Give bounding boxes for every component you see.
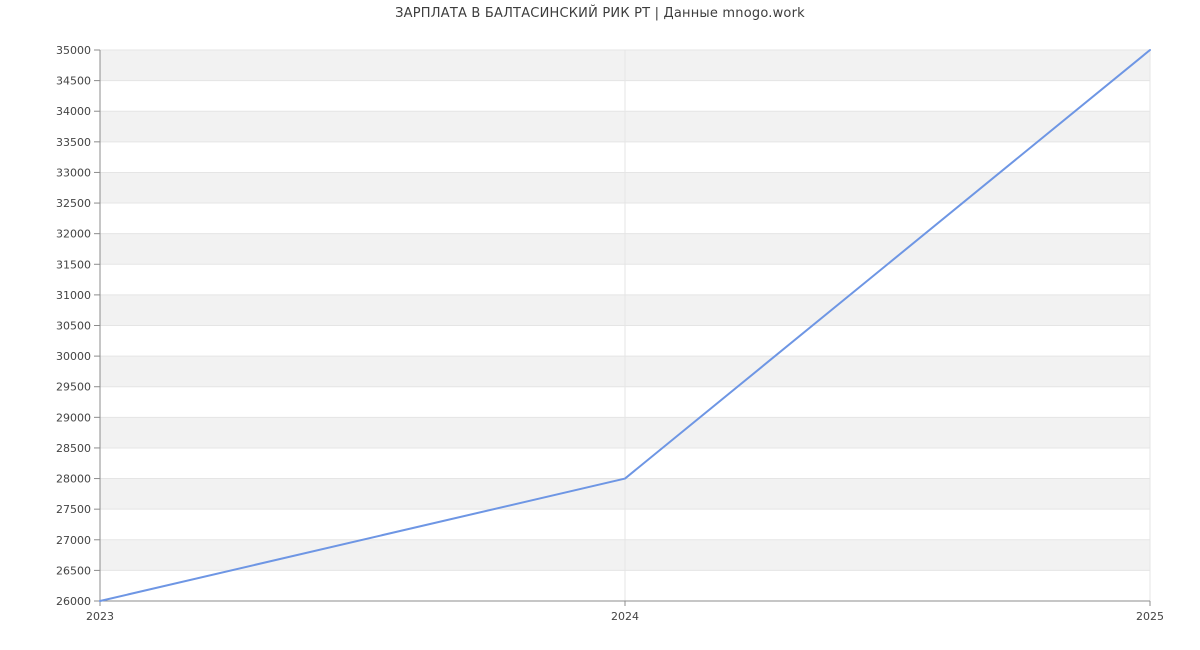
y-tick-label: 28500 <box>56 442 91 455</box>
y-tick-label: 30500 <box>56 320 91 333</box>
x-tick-label: 2023 <box>86 610 114 623</box>
y-tick-label: 27000 <box>56 534 91 547</box>
y-tick-label: 26500 <box>56 564 91 577</box>
y-tick-label: 31000 <box>56 289 91 302</box>
y-tick-label: 31500 <box>56 258 91 271</box>
y-tick-label: 30000 <box>56 350 91 363</box>
y-tick-label: 35000 <box>56 44 91 57</box>
chart-title: ЗАРПЛАТА В БАЛТАСИНСКИЙ РИК РТ | Данные … <box>395 6 805 21</box>
y-tick-label: 33500 <box>56 136 91 149</box>
y-tick-label: 28000 <box>56 473 91 486</box>
y-tick-label: 34000 <box>56 105 91 118</box>
y-tick-label: 34500 <box>56 75 91 88</box>
salary-line <box>99 49 1151 602</box>
y-tick-label: 32500 <box>56 197 91 210</box>
y-tick-label: 33000 <box>56 166 91 179</box>
y-tick-label: 29500 <box>56 381 91 394</box>
y-tick-label: 27500 <box>56 503 91 516</box>
x-tick-label: 2025 <box>1136 610 1164 623</box>
y-tick-label: 26000 <box>56 595 91 608</box>
y-tick-label: 29000 <box>56 411 91 424</box>
y-tick-label: 32000 <box>56 228 91 241</box>
x-tick-label: 2024 <box>611 610 639 623</box>
